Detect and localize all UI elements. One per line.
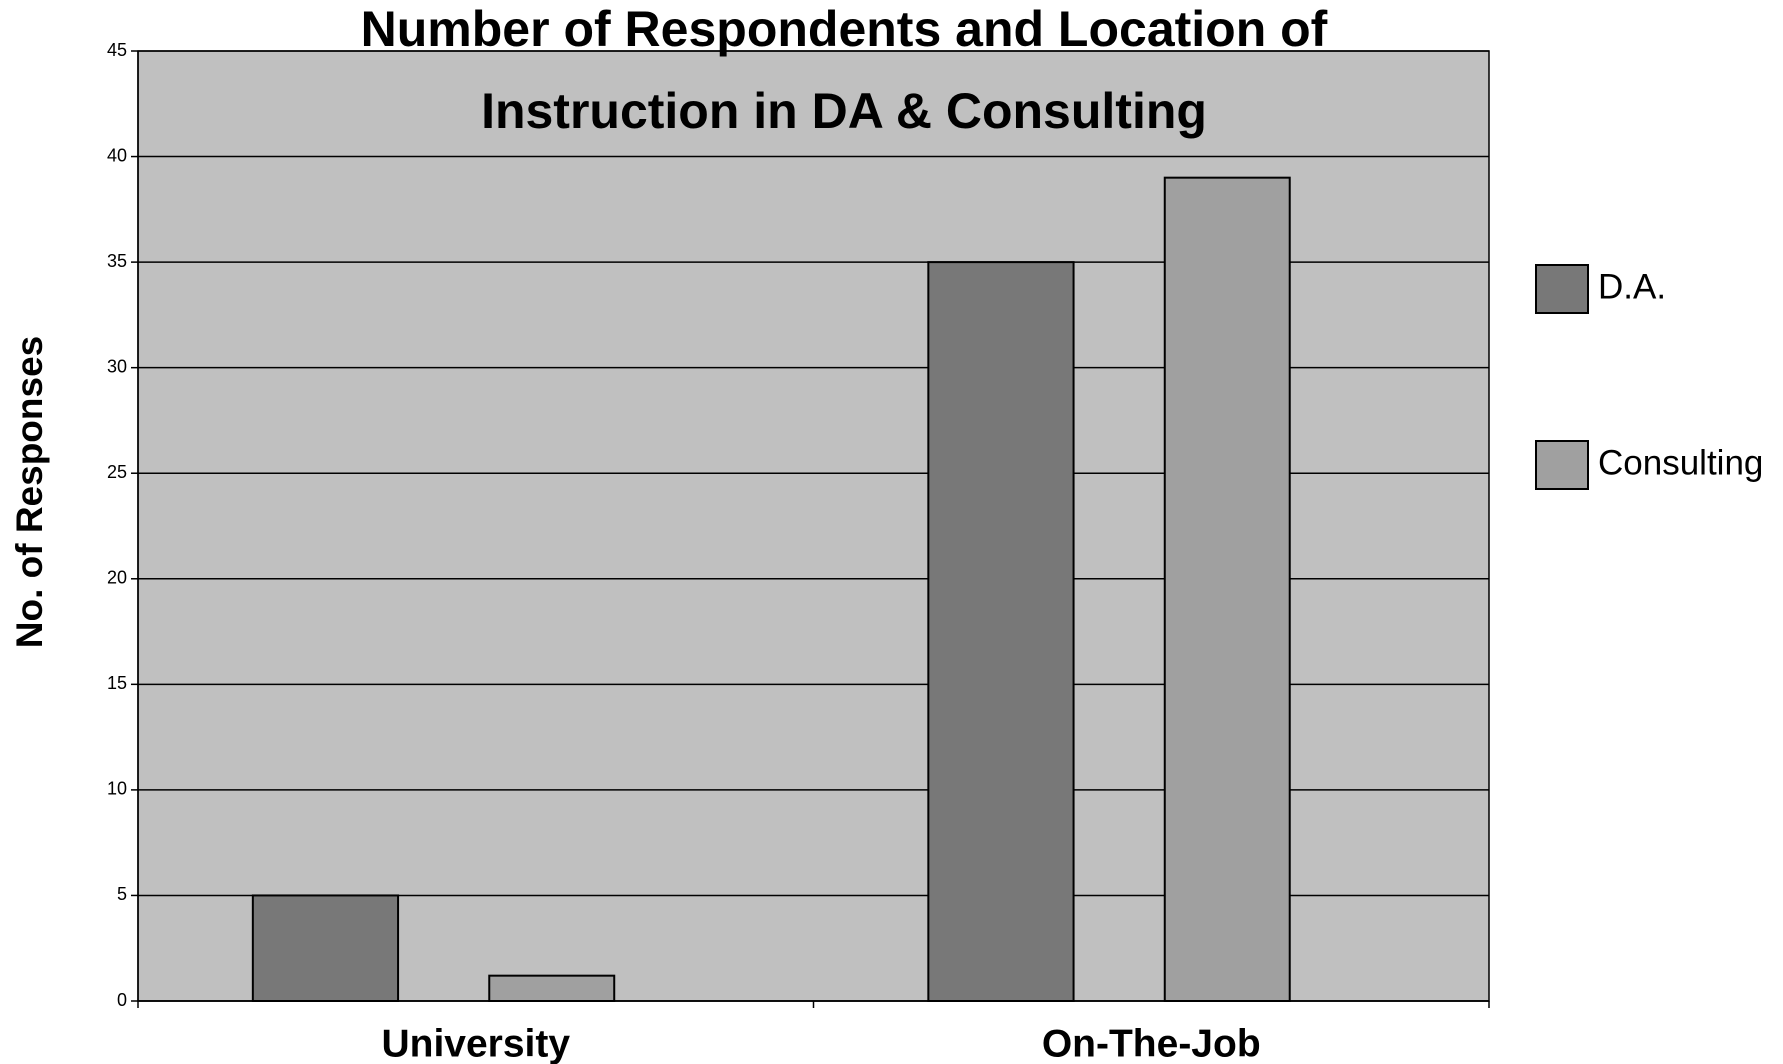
y-tick-label: 5 — [117, 884, 127, 904]
y-tick-label: 45 — [107, 40, 127, 60]
legend-swatch — [1535, 440, 1589, 490]
y-tick-label: 15 — [107, 673, 127, 693]
legend-label: Consulting — [1598, 443, 1763, 482]
y-axis-label: No. of Responses — [9, 336, 50, 649]
chart-title: Instruction in DA & Consulting — [481, 83, 1207, 139]
y-tick-label: 20 — [107, 568, 127, 588]
x-tick-label: University — [381, 1022, 570, 1064]
legend-label: D.A. — [1598, 267, 1666, 306]
y-tick-label: 10 — [107, 779, 127, 799]
y-tick-label: 40 — [107, 145, 127, 165]
bar — [251, 894, 400, 1003]
chart-title: Number of Respondents and Location of — [361, 1, 1328, 57]
bar — [488, 974, 616, 1003]
x-tick-label: On-The-Job — [1042, 1022, 1261, 1064]
y-tick-label: 35 — [107, 251, 127, 271]
bar — [1163, 176, 1291, 1002]
y-tick-label: 30 — [107, 356, 127, 376]
bar — [927, 261, 1075, 1003]
y-tick-label: 25 — [107, 462, 127, 482]
legend-swatch — [1535, 264, 1589, 314]
y-tick-label: 0 — [117, 990, 127, 1010]
